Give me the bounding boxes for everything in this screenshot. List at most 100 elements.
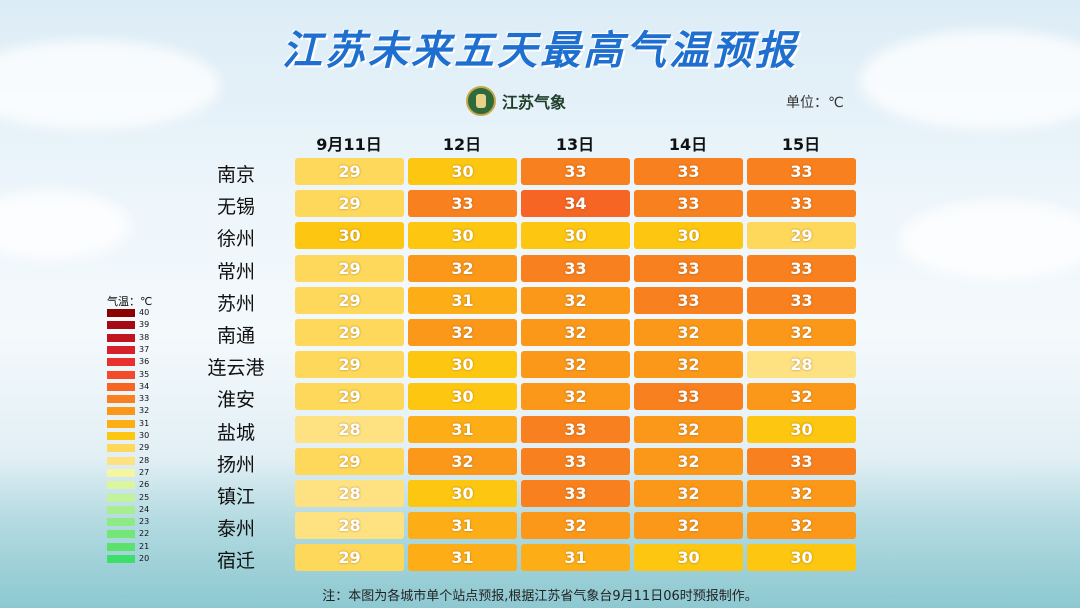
logo: 江苏气象	[466, 86, 566, 116]
legend-swatch	[107, 468, 135, 477]
temperature-cell: 33	[747, 447, 856, 475]
column-header: 9月11日	[316, 135, 382, 154]
temperature-cell: 29	[747, 222, 856, 250]
temperature-cell: 28	[295, 512, 404, 540]
background-cloud	[0, 40, 220, 130]
temperature-cell: 32	[521, 319, 630, 346]
legend-label: 39	[139, 320, 150, 330]
legend-label: 24	[139, 504, 150, 514]
temperature-cell: 33	[634, 286, 743, 314]
legend-swatch	[107, 542, 135, 551]
temperature-cell: 30	[408, 351, 517, 379]
temperature-cell: 32	[634, 447, 743, 475]
legend-label: 27	[139, 467, 150, 477]
legend-label: 29	[139, 443, 150, 453]
temperature-cell: 33	[521, 415, 630, 443]
legend-swatch	[107, 382, 135, 391]
city-label: 徐州	[216, 228, 255, 251]
city-label: 南京	[216, 164, 255, 186]
legend-swatch	[107, 481, 135, 490]
temperature-cell: 33	[408, 190, 517, 218]
temperature-cell: 29	[295, 254, 404, 282]
temperature-cell: 33	[634, 190, 743, 218]
temperature-cell: 32	[747, 512, 856, 540]
temperature-cell: 29	[295, 383, 404, 411]
city-label: 南通	[216, 325, 255, 347]
legend-swatch	[107, 358, 135, 367]
legend-label: 33	[139, 394, 150, 404]
legend-label: 38	[139, 332, 150, 342]
temperature-cell: 31	[408, 544, 517, 572]
legend-swatch	[107, 518, 135, 527]
temperature-cell: 29	[295, 190, 404, 218]
legend-swatch	[107, 555, 135, 563]
legend-swatch	[107, 321, 135, 330]
temperature-cell: 32	[521, 512, 630, 540]
city-label: 扬州	[216, 453, 255, 476]
legend-swatch	[107, 419, 135, 428]
temperature-cell: 32	[521, 351, 630, 379]
temperature-cell: 32	[408, 319, 517, 346]
legend-swatch	[107, 407, 135, 416]
city-label: 泰州	[216, 518, 255, 541]
temperature-cell: 29	[295, 544, 404, 572]
temperature-cell: 32	[634, 480, 743, 507]
temperature-cell: 31	[408, 415, 517, 443]
legend-swatch	[107, 505, 135, 514]
temperature-cell: 33	[521, 158, 630, 185]
legend-label: 40	[139, 308, 150, 317]
legend-swatch	[107, 309, 135, 317]
legend-label: 26	[139, 480, 150, 490]
city-label: 宿迁	[216, 550, 255, 573]
temperature-cell: 33	[634, 254, 743, 282]
legend-label: 36	[139, 357, 150, 367]
temperature-cell: 32	[634, 319, 743, 346]
temperature-cell: 33	[747, 254, 856, 282]
temperature-cell: 29	[295, 319, 404, 346]
temperature-cell: 32	[521, 383, 630, 411]
legend-swatch	[107, 395, 135, 404]
temperature-cell: 32	[634, 351, 743, 379]
temperature-cell: 29	[295, 158, 404, 185]
city-label: 苏州	[216, 292, 255, 315]
temperature-cell: 33	[747, 158, 856, 185]
temperature-cell: 28	[747, 351, 856, 379]
temperature-cell: 33	[521, 447, 630, 475]
background-cloud	[860, 30, 1080, 130]
legend-label: 32	[139, 406, 150, 416]
legend-label: 23	[139, 517, 150, 527]
temperature-cell: 30	[747, 544, 856, 572]
temperature-cell: 32	[521, 286, 630, 314]
temperature-cell: 29	[295, 351, 404, 379]
legend-title: 气温：℃	[107, 295, 153, 308]
column-header: 14日	[668, 135, 708, 154]
legend-swatch	[107, 345, 135, 354]
city-label: 连云港	[207, 357, 265, 380]
temperature-cell: 32	[747, 383, 856, 411]
temperature-cell: 32	[747, 480, 856, 507]
city-label: 淮安	[216, 389, 255, 412]
legend-label: 37	[139, 344, 150, 354]
legend-label: 20	[139, 554, 150, 563]
legend-label: 35	[139, 369, 150, 379]
legend-swatch	[107, 530, 135, 539]
temperature-cell: 34	[521, 190, 630, 218]
legend-swatch	[107, 333, 135, 342]
background-cloud	[0, 190, 130, 260]
legend-swatch	[107, 493, 135, 502]
footnote: 注：本图为各城市单个站点预报,根据江苏省气象台9月11日06时预报制作。	[322, 589, 758, 604]
temperature-cell: 30	[408, 222, 517, 250]
column-header: 13日	[555, 135, 595, 154]
temperature-cell: 33	[521, 254, 630, 282]
temperature-cell: 30	[521, 222, 630, 250]
temperature-cell: 32	[408, 447, 517, 475]
legend-label: 30	[139, 431, 150, 440]
unit-label: 单位：℃	[786, 95, 844, 111]
temperature-cell: 33	[634, 383, 743, 411]
background-cloud	[900, 200, 1080, 280]
temperature-cell: 32	[634, 512, 743, 540]
temperature-cell: 31	[408, 286, 517, 314]
temperature-cell: 30	[747, 415, 856, 443]
temperature-cell: 33	[521, 480, 630, 507]
temperature-cell: 29	[295, 447, 404, 475]
